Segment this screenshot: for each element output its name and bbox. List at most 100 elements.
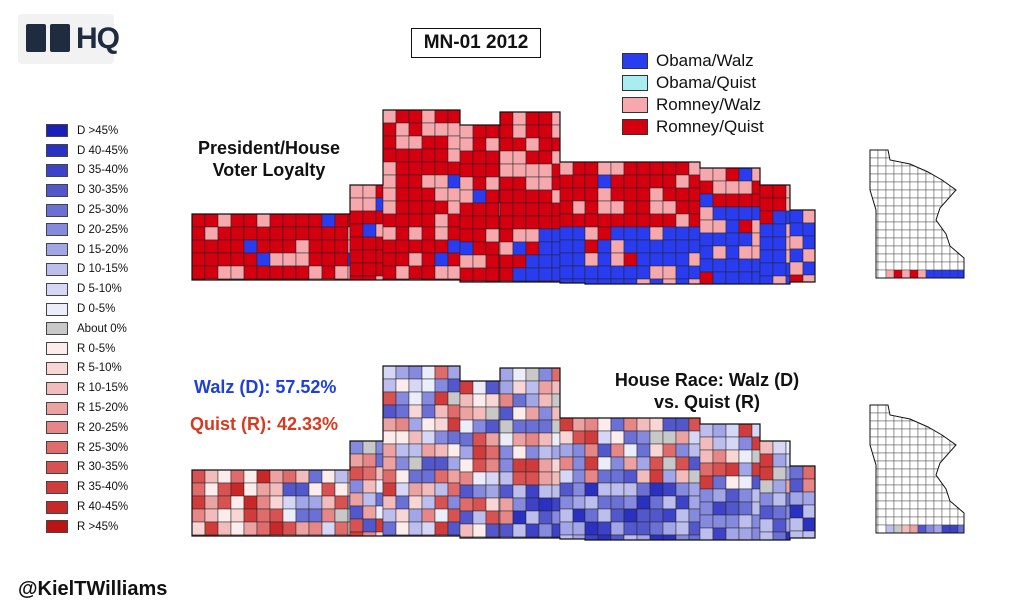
precinct [459, 228, 474, 243]
margin-legend-swatch [46, 223, 68, 237]
precinct [675, 508, 690, 523]
precinct [597, 521, 612, 536]
precinct [738, 193, 753, 208]
precinct [447, 226, 461, 241]
precinct [499, 445, 514, 460]
precinct [662, 495, 677, 510]
precinct [649, 482, 664, 497]
precinct [649, 417, 664, 432]
precinct [688, 495, 701, 510]
logo-text: HQ [76, 22, 120, 55]
precinct [802, 465, 816, 480]
precinct [597, 456, 612, 471]
precinct [349, 453, 364, 468]
precinct [712, 206, 727, 221]
margin-legend-label: R 10-15% [77, 382, 129, 395]
precinct [725, 514, 740, 529]
precinct [295, 482, 310, 497]
bottom-map-heading: House Race: Walz (D) vs. Quist (R) [614, 370, 800, 412]
precinct [649, 278, 664, 285]
precinct [395, 174, 410, 189]
precinct [572, 495, 586, 510]
precinct [395, 482, 410, 497]
precinct [623, 161, 638, 176]
precinct [725, 258, 740, 273]
precinct [623, 508, 638, 523]
precinct [688, 187, 701, 202]
precinct [751, 258, 761, 273]
precinct [551, 471, 561, 486]
precinct [256, 252, 271, 267]
precinct [191, 213, 206, 228]
precinct [610, 534, 625, 541]
margin-legend-label: R 40-45% [77, 501, 129, 514]
loyalty-legend-label: Romney/Walz [656, 95, 762, 114]
precinct [597, 495, 612, 510]
precinct [347, 213, 351, 228]
margin-legend-item: R 40-45% [46, 497, 128, 517]
precinct [204, 508, 219, 523]
precinct [217, 482, 232, 497]
precinct [772, 479, 787, 494]
loyalty-legend-item: Romney/Quist [622, 116, 764, 138]
precinct [772, 223, 787, 238]
precinct [551, 432, 561, 447]
precinct [759, 453, 774, 468]
precinct [499, 137, 514, 152]
precinct [712, 514, 727, 529]
precinct [572, 226, 586, 241]
precinct [785, 518, 791, 533]
precinct [699, 193, 714, 208]
precinct [675, 534, 690, 541]
precinct [499, 124, 514, 139]
margin-legend-label: R 15-20% [77, 402, 129, 415]
margin-legend-swatch [46, 144, 68, 158]
precinct [688, 482, 701, 497]
precinct [191, 521, 206, 536]
precinct [584, 443, 599, 458]
precinct [572, 265, 586, 280]
precinct [572, 174, 586, 189]
precinct [610, 495, 625, 510]
loyalty-legend-swatch [622, 97, 648, 113]
precinct [382, 430, 397, 445]
precinct [382, 252, 397, 267]
precinct [512, 228, 527, 243]
margin-legend-label: D 20-25% [77, 223, 129, 236]
precinct [525, 202, 540, 217]
precinct [584, 239, 599, 254]
precinct [349, 197, 364, 212]
precinct [434, 404, 449, 419]
precinct [512, 176, 527, 191]
precinct [738, 219, 753, 234]
precinct [217, 265, 232, 280]
precinct [538, 215, 553, 230]
precinct [347, 508, 351, 523]
precinct [623, 265, 638, 280]
precinct [362, 518, 377, 533]
precinct [347, 226, 351, 241]
margin-legend-swatch [46, 302, 68, 316]
precinct [447, 456, 461, 471]
precinct [334, 213, 349, 228]
margin-legend-item: About 0% [46, 319, 128, 339]
precinct [512, 267, 527, 282]
precinct [551, 497, 561, 512]
precinct [712, 475, 727, 490]
precinct [597, 174, 612, 189]
ddhq-logo: HQ [18, 14, 120, 64]
precinct [395, 187, 410, 202]
precinct [472, 215, 487, 230]
precinct [772, 275, 787, 285]
precinct [538, 189, 553, 204]
precinct [525, 497, 540, 512]
precinct [282, 213, 297, 228]
precinct [485, 458, 500, 473]
precinct [789, 517, 804, 532]
precinct [610, 187, 625, 202]
precinct [512, 124, 527, 139]
precinct [362, 479, 377, 494]
precinct [447, 378, 461, 393]
precinct [375, 440, 384, 455]
precinct [675, 161, 690, 176]
